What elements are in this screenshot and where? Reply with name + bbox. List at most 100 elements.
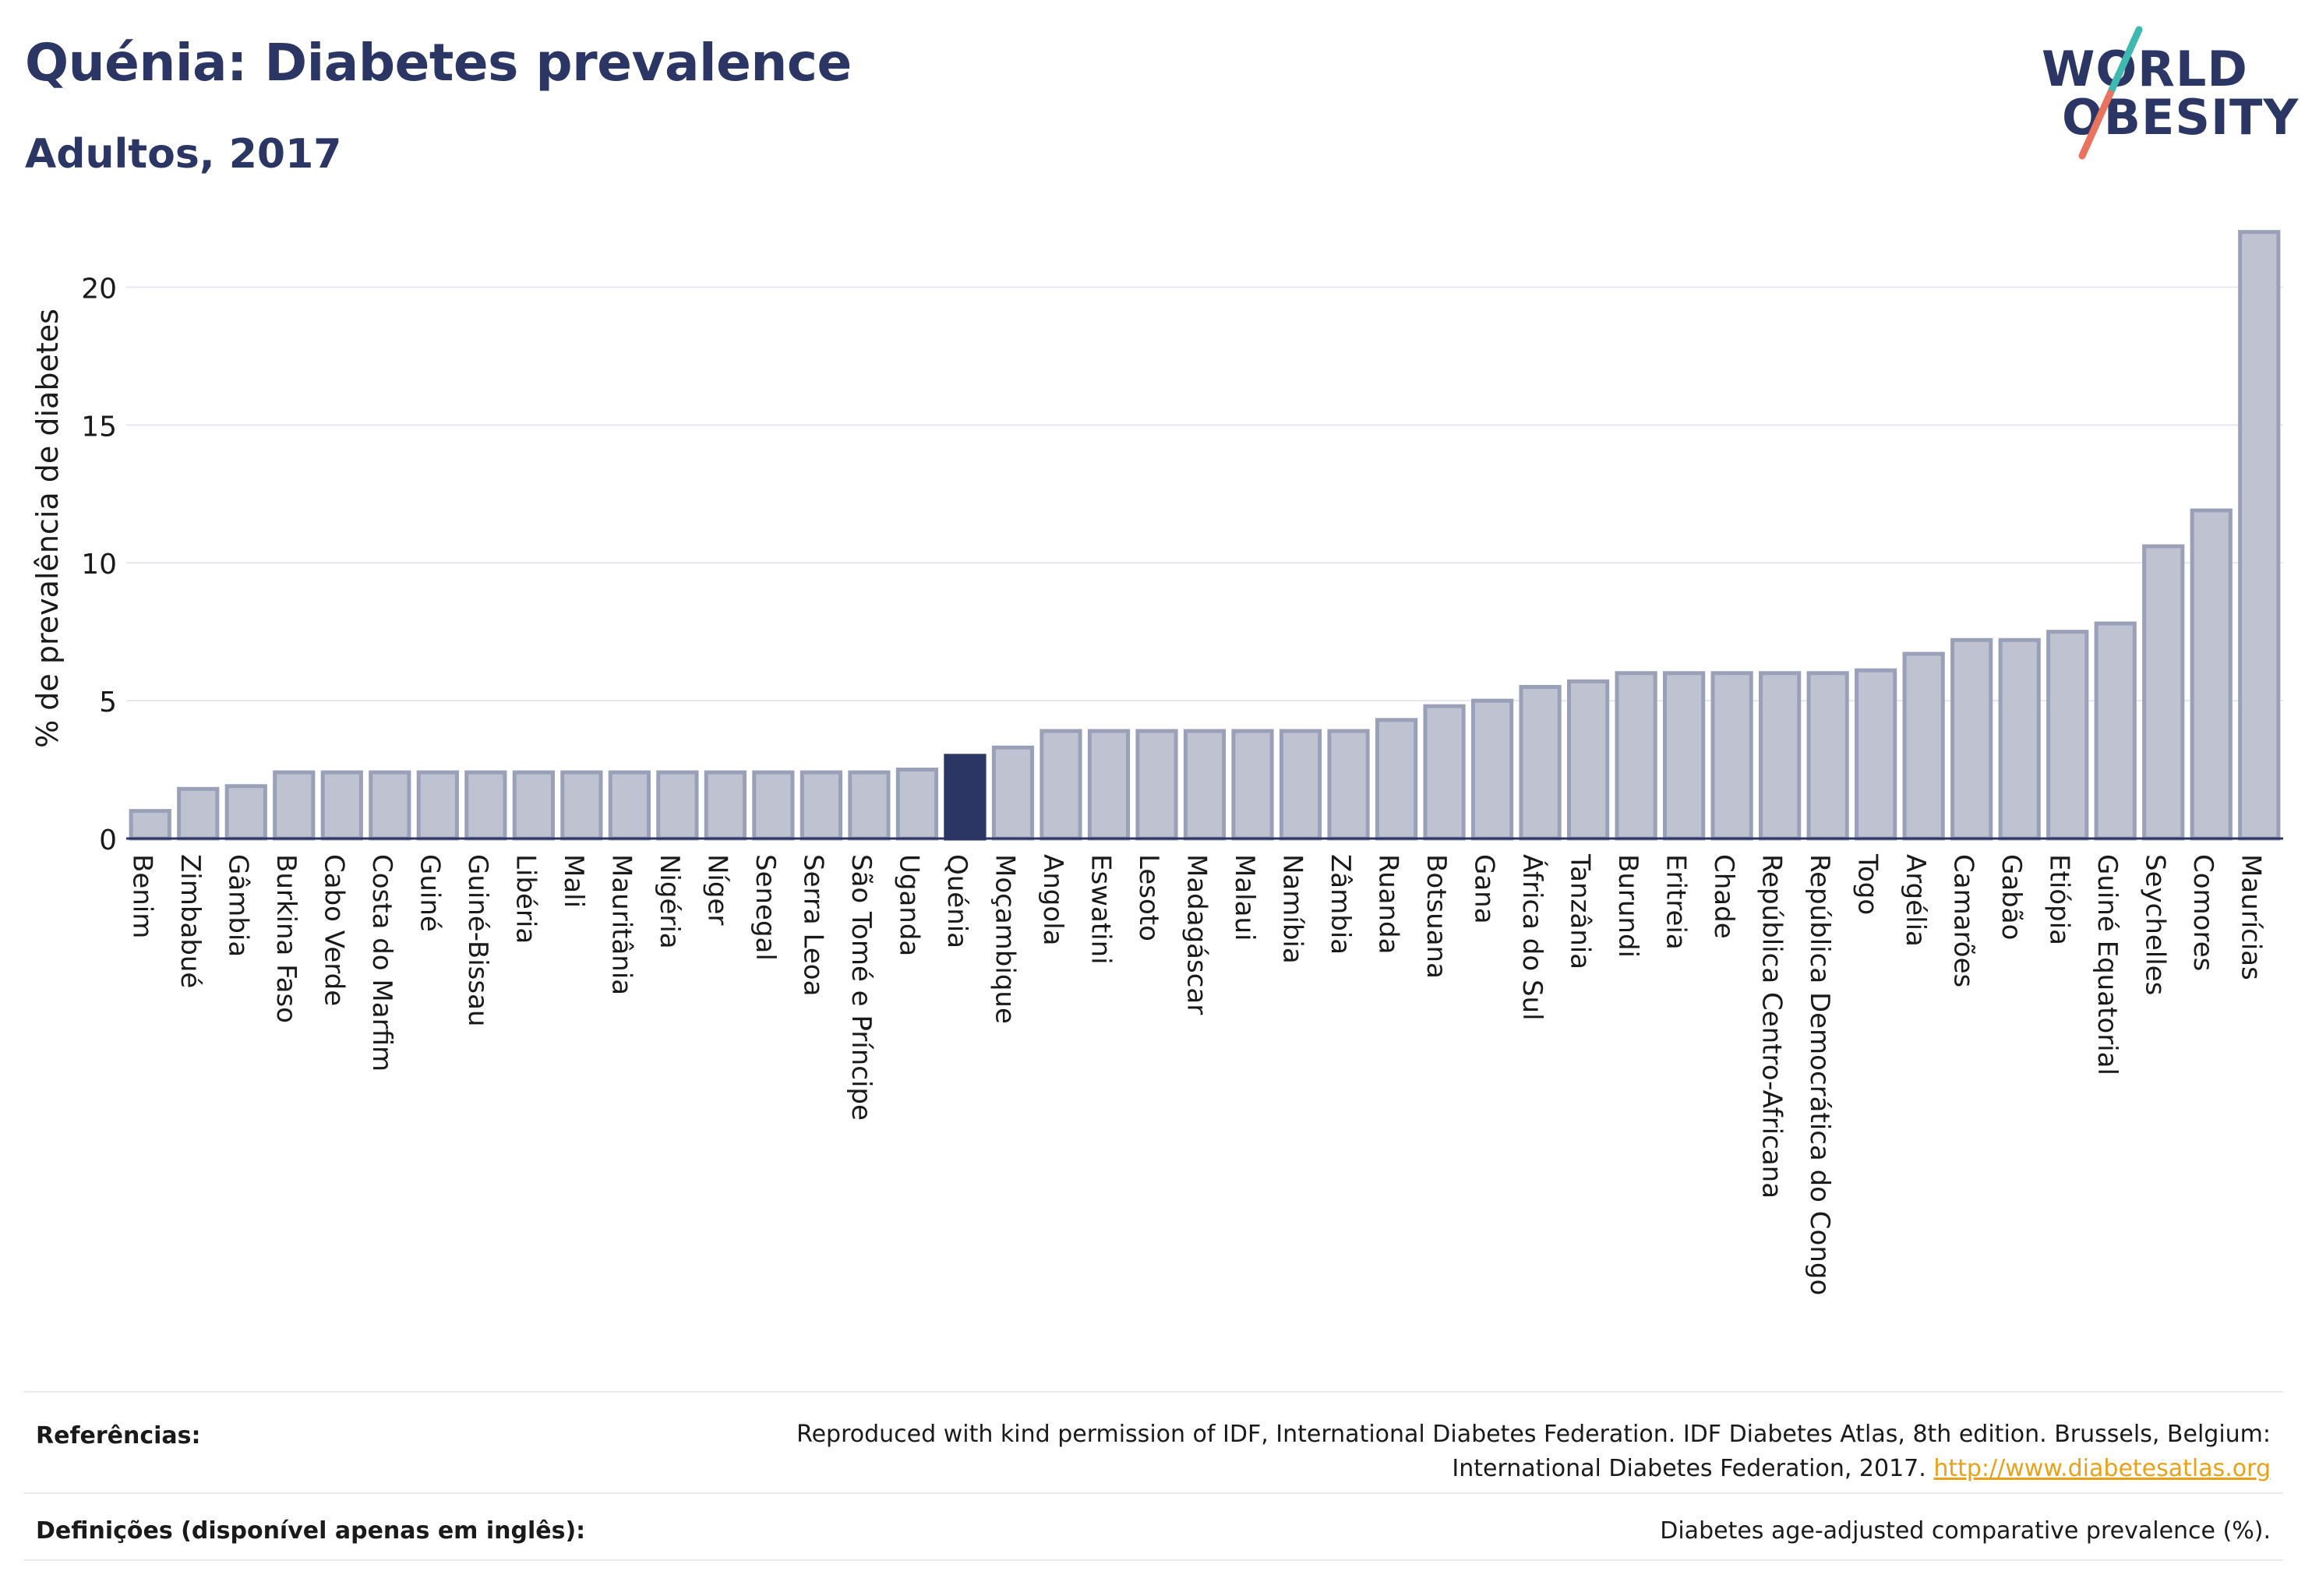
bar-maurícias	[2238, 230, 2281, 841]
bar-togo	[1855, 668, 1897, 841]
x-tick-label: África do Sul	[1516, 854, 1548, 1021]
y-tick-label: 15	[81, 411, 117, 443]
bar-níger	[704, 770, 747, 841]
y-tick-label: 20	[81, 273, 117, 305]
x-tick-label: São Tomé e Príncipe	[845, 854, 877, 1121]
definitions-text: Diabetes age-adjusted comparative preval…	[1660, 1517, 2271, 1545]
references-text: Reproduced with kind permission of IDF, …	[796, 1418, 2271, 1486]
x-tick-label: Maurícias	[2236, 854, 2267, 980]
y-tick-label: 5	[99, 687, 117, 719]
y-axis-label: % de prevalência de diabetes	[30, 309, 65, 748]
bars	[129, 230, 2281, 841]
x-tick-label: Comores	[2187, 854, 2219, 971]
bar-mauritânia	[608, 770, 651, 841]
x-tick-label: Burundi	[1612, 854, 1643, 958]
x-tick-label: Uganda	[893, 854, 924, 956]
bar-eritreia	[1663, 671, 1706, 841]
x-tick-label: Serra Leoa	[797, 854, 828, 996]
bar-chart: 0 5 10 15 20 Benim Zimbabué Gâmbia Burkina Faso…	[30, 230, 2283, 1295]
x-tick-label: Níger	[701, 854, 732, 925]
x-tick-label: Tanzânia	[1565, 853, 1596, 969]
world-obesity-logo: WORLD OBESITY	[2026, 22, 2298, 170]
x-tick-label: Costa do Marfim	[366, 854, 397, 1072]
y-tick-label: 10	[81, 549, 117, 581]
bar-ruanda	[1375, 718, 1418, 841]
bar-zâmbia	[1327, 729, 1370, 841]
references-line-2: International Diabetes Federation, 2017.…	[796, 1452, 2271, 1486]
bar-gâmbia	[224, 784, 267, 841]
x-tick-label: Benim	[126, 854, 157, 938]
x-tick-label: Gâmbia	[222, 854, 253, 957]
x-tick-label: Cabo Verde	[318, 854, 349, 1006]
y-axis-ticks: 0 5 10 15 20	[81, 273, 117, 856]
x-tick-label: Zâmbia	[1325, 854, 1356, 955]
bar-camarões	[1950, 637, 1993, 841]
bar-etiópia	[2046, 630, 2089, 841]
x-tick-label: Mauritânia	[605, 854, 637, 995]
x-tick-label: Ruanda	[1373, 854, 1404, 954]
bar-comores	[2190, 508, 2233, 841]
page-subtitle: Adultos, 2017	[25, 131, 342, 178]
bar-senegal	[752, 770, 795, 841]
x-tick-label: Camarões	[1948, 854, 1979, 987]
x-tick-label: Chade	[1708, 854, 1739, 939]
x-tick-label: Moçambique	[989, 854, 1020, 1024]
x-tick-label: Gana	[1469, 854, 1500, 924]
bar-benim	[129, 809, 171, 841]
bar-mali	[560, 770, 603, 841]
bar-zimbabué	[177, 786, 220, 841]
bar-namíbia	[1279, 729, 1322, 841]
x-tick-label: Guiné-Bissau	[462, 854, 493, 1026]
bar-gabão	[1998, 637, 2041, 841]
bar-chade	[1710, 671, 1753, 841]
x-tick-label: Argélia	[1900, 854, 1931, 947]
bar-malaui	[1231, 729, 1274, 841]
bar-guiné	[416, 770, 459, 841]
bar-nigéria	[656, 770, 699, 841]
x-tick-label: Nigéria	[654, 854, 685, 949]
definitions-row: Definições (disponível apenas em inglês)…	[23, 1514, 2283, 1553]
x-tick-label: Eritreia	[1661, 854, 1692, 950]
bar-república-centro-africana	[1759, 671, 1802, 841]
bar-lesoto	[1135, 729, 1178, 841]
x-tick-label: Namíbia	[1277, 854, 1308, 964]
x-axis-ticks: Benim Zimbabué Gâmbia Burkina Faso Cabo Verd…	[126, 853, 2266, 1295]
bar-botsuana	[1423, 704, 1466, 841]
x-tick-label: Lesoto	[1133, 854, 1164, 941]
references-line-2-text: International Diabetes Federation, 2017.	[1452, 1455, 1926, 1482]
bar-quénia	[944, 754, 987, 841]
footer-divider-middle	[23, 1492, 2283, 1494]
x-tick-label: Quénia	[941, 854, 972, 948]
bar-guiné-equatorial	[2094, 621, 2137, 841]
bar-argélia	[1902, 651, 1945, 841]
bar-seychelles	[2142, 544, 2185, 841]
bar-tanzânia	[1566, 679, 1610, 841]
x-tick-label: Gabão	[1996, 854, 2027, 940]
footer-divider-bottom	[23, 1559, 2283, 1561]
logo-line-1: WORLD	[2042, 41, 2248, 97]
x-tick-label: Etiópia	[2044, 854, 2075, 945]
x-tick-label: Zimbabué	[175, 854, 206, 988]
x-tick-label: Senegal	[750, 854, 781, 961]
bar-libéria	[512, 770, 555, 841]
footer-divider-top	[23, 1391, 2283, 1393]
page-title: Quénia: Diabetes prevalence	[25, 33, 852, 93]
x-tick-label: Angola	[1037, 854, 1068, 945]
references-row: Referências: Reproduced with kind permis…	[23, 1418, 2283, 1488]
bar-cabo-verde	[320, 770, 363, 841]
bar-costa-do-marfim	[369, 770, 411, 841]
x-tick-label: República Democrática do Congo	[1804, 854, 1835, 1295]
bar-gana	[1470, 698, 1514, 841]
logo-slash-icon	[2078, 26, 2143, 160]
bar-madagáscar	[1183, 729, 1227, 841]
x-tick-label: Mali	[558, 854, 589, 908]
x-tick-label: Madagáscar	[1181, 854, 1213, 1015]
diabetes-atlas-link[interactable]: http://www.diabetesatlas.org	[1933, 1455, 2271, 1482]
bar-guiné-bissau	[464, 770, 507, 841]
bar-burkina-faso	[273, 770, 316, 841]
x-tick-label: Malaui	[1229, 854, 1260, 941]
references-line-1: Reproduced with kind permission of IDF, …	[796, 1421, 2271, 1448]
x-tick-label: Guiné	[414, 854, 445, 932]
bar-serra-leoa	[800, 770, 843, 841]
x-tick-label: Eswatini	[1085, 854, 1116, 965]
